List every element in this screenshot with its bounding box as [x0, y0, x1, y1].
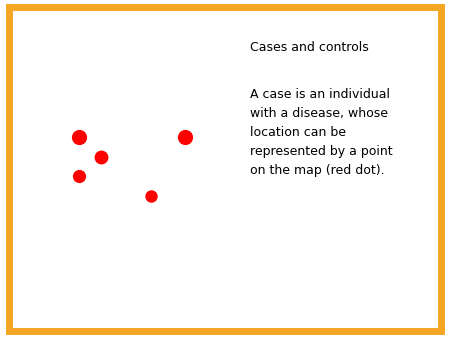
Point: [98, 154, 105, 160]
Point: [75, 173, 82, 178]
Point: [147, 193, 154, 199]
Point: [181, 134, 188, 140]
Text: A case is an individual
with a disease, whose
location can be
represented by a p: A case is an individual with a disease, …: [250, 88, 392, 177]
Point: [75, 134, 82, 140]
Text: Cases and controls: Cases and controls: [250, 41, 369, 53]
